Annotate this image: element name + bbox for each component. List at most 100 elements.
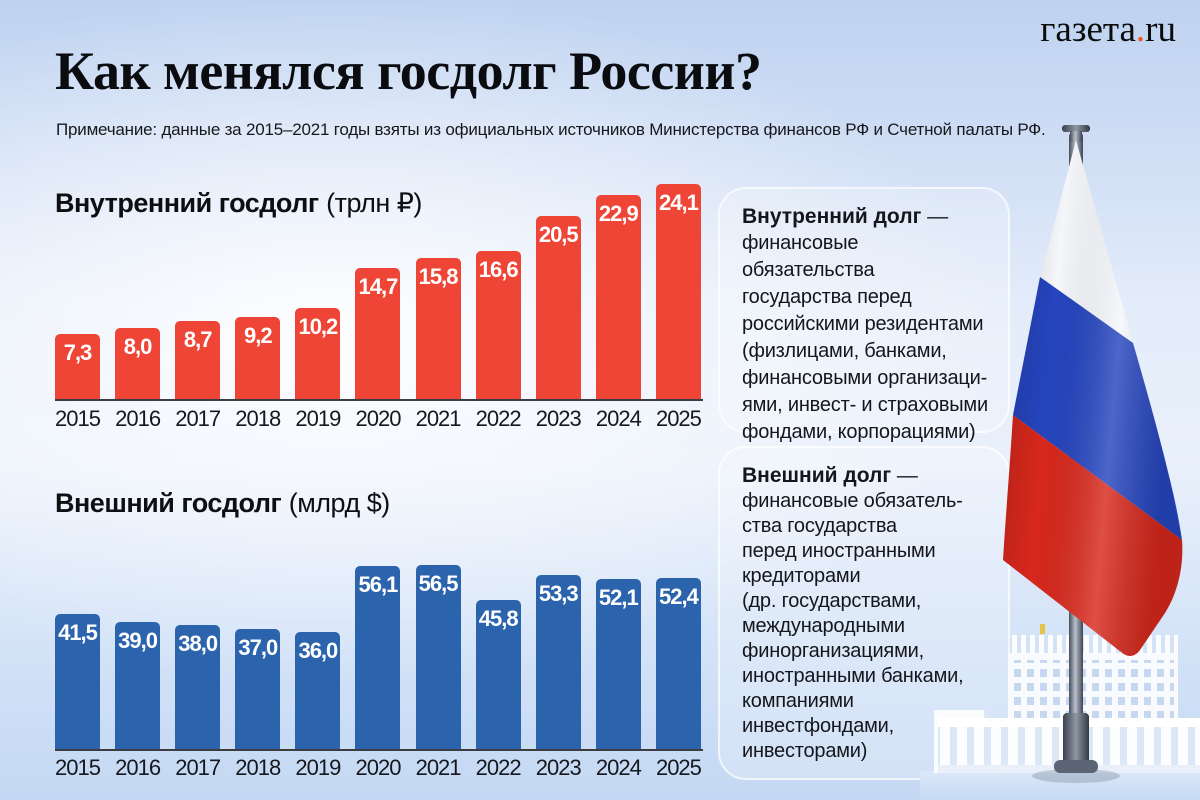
bar-column-2025: 24,1 — [655, 184, 701, 399]
x-axis-label-2015: 2015 — [55, 755, 101, 780]
logo-tld: ru — [1145, 9, 1176, 50]
page-title: Как менялся госдолг России? — [55, 41, 762, 101]
bar-value-label: 8,0 — [123, 334, 153, 359]
external-debt-x-axis-line — [55, 749, 703, 751]
x-axis-label-2016: 2016 — [115, 406, 161, 431]
bar-column-2016: 8,0 — [115, 184, 161, 399]
x-axis-label-2024: 2024 — [595, 755, 642, 780]
source-note: Примечание: данные за 2015–2021 годы взя… — [56, 120, 1046, 139]
bar-2022: 16,6 — [475, 251, 521, 399]
x-axis-label-2017: 2017 — [175, 406, 221, 431]
bar-2023: 53,3 — [535, 575, 581, 749]
bar-value-label: 15,8 — [418, 264, 459, 289]
flagpole-base-plate — [1054, 760, 1098, 773]
card-heading-dash: — — [921, 205, 949, 228]
chart-internal-debt-title: Внутренний госдолг (трлн ₽) — [55, 190, 422, 217]
x-axis-label-2024: 2024 — [595, 406, 642, 431]
bar-column-2024: 52,1 — [595, 565, 641, 749]
x-axis-label-2020: 2020 — [355, 406, 401, 431]
bar-value-label: 22,9 — [598, 201, 639, 226]
bar-2015: 7,3 — [55, 334, 100, 399]
card-body-text: финансовые обязатель- ства государства п… — [742, 490, 964, 762]
x-axis-label-2023: 2023 — [535, 406, 582, 431]
x-axis-label-2020: 2020 — [355, 755, 401, 780]
x-axis-label-2017: 2017 — [175, 755, 221, 780]
bar-2018: 37,0 — [235, 629, 281, 749]
bar-2024: 22,9 — [595, 195, 641, 399]
bar-2025: 52,4 — [655, 578, 701, 749]
bar-2015: 41,5 — [55, 614, 100, 749]
card-heading-term: Внешний долг — [742, 464, 892, 487]
bar-2020: 56,1 — [355, 566, 401, 749]
x-axis-label-2021: 2021 — [415, 755, 462, 780]
bar-column-2015: 7,3 — [55, 184, 100, 399]
internal-debt-x-axis-line — [55, 399, 703, 401]
bar-value-label: 20,5 — [538, 222, 579, 247]
bar-value-label: 24,1 — [659, 190, 699, 215]
bar-2024: 52,1 — [595, 579, 641, 749]
x-axis-label-2025: 2025 — [655, 755, 702, 780]
bar-column-2017: 38,0 — [175, 565, 221, 749]
x-axis-label-2016: 2016 — [115, 755, 161, 780]
bar-column-2022: 16,6 — [475, 184, 521, 399]
bar-value-label: 37,0 — [238, 635, 278, 660]
x-axis-label-2025: 2025 — [655, 406, 702, 431]
x-axis-label-2022: 2022 — [475, 755, 522, 780]
x-axis-label-2018: 2018 — [235, 406, 281, 431]
card-heading: Внутренний долг — — [742, 203, 990, 230]
bar-column-2018: 9,2 — [235, 184, 281, 399]
flagpole-finial-neck — [1070, 131, 1082, 142]
building-parapet — [1008, 635, 1178, 653]
bar-column-2019: 10,2 — [295, 184, 341, 399]
x-axis-label-2021: 2021 — [415, 406, 462, 431]
bar-column-2019: 36,0 — [295, 565, 341, 749]
bar-value-label: 52,4 — [659, 584, 699, 609]
bar-column-2024: 22,9 — [595, 184, 641, 399]
bar-value-label: 9,2 — [243, 323, 273, 348]
bar-column-2018: 37,0 — [235, 565, 281, 749]
bar-2022: 45,8 — [475, 600, 521, 749]
flag-blue-stripe — [1013, 277, 1182, 540]
bar-2021: 56,5 — [415, 565, 461, 749]
building-main-block — [1008, 653, 1178, 773]
bar-value-label: 10,2 — [298, 314, 338, 339]
chart-title-unit: (млрд $) — [288, 488, 390, 518]
bar-value-label: 52,1 — [598, 585, 639, 610]
bar-value-label: 53,3 — [538, 581, 579, 606]
x-axis-label-2019: 2019 — [295, 755, 341, 780]
logo-dot: . — [1135, 9, 1146, 50]
card-heading-term: Внутренний долг — [742, 205, 922, 228]
building-gold-finial — [1116, 620, 1122, 632]
bar-2020: 14,7 — [355, 268, 401, 399]
chart-external-debt-title: Внешний госдолг (млрд $) — [55, 490, 390, 517]
bar-value-label: 7,3 — [63, 340, 93, 365]
bar-2025: 24,1 — [655, 184, 701, 399]
bar-2018: 9,2 — [235, 317, 281, 399]
definition-card-external-debt: Внешний долг — финансовые обязатель- ств… — [718, 446, 1010, 780]
bar-value-label: 8,7 — [183, 327, 213, 352]
bar-column-2016: 39,0 — [115, 565, 161, 749]
bar-column-2020: 14,7 — [355, 184, 401, 399]
bar-value-label: 39,0 — [118, 628, 158, 653]
bar-column-2023: 53,3 — [535, 565, 581, 749]
bar-value-label: 56,5 — [418, 571, 459, 596]
chart-title-bold: Внутренний госдолг — [55, 188, 319, 218]
bar-2019: 36,0 — [295, 632, 341, 749]
flagpole-finial — [1062, 125, 1090, 132]
flagpole-base-shadow — [1032, 769, 1120, 783]
x-axis-label-2023: 2023 — [535, 755, 582, 780]
building-windows — [1012, 660, 1174, 768]
bar-value-label: 14,7 — [358, 274, 399, 299]
bar-2021: 15,8 — [415, 258, 461, 399]
bar-2023: 20,5 — [535, 216, 581, 399]
card-heading: Внешний долг — — [742, 462, 990, 489]
gazeta-ru-logo: газета.ru — [1040, 8, 1176, 51]
chart-title-unit: (трлн ₽) — [326, 188, 422, 218]
card-body-text: финансовые обязательства государства пер… — [742, 232, 988, 443]
flag-red-stripe — [1003, 415, 1183, 656]
bar-2017: 8,7 — [175, 321, 221, 399]
bar-column-2021: 56,5 — [415, 565, 461, 749]
bar-2019: 10,2 — [295, 308, 341, 399]
bar-2016: 8,0 — [115, 328, 161, 399]
